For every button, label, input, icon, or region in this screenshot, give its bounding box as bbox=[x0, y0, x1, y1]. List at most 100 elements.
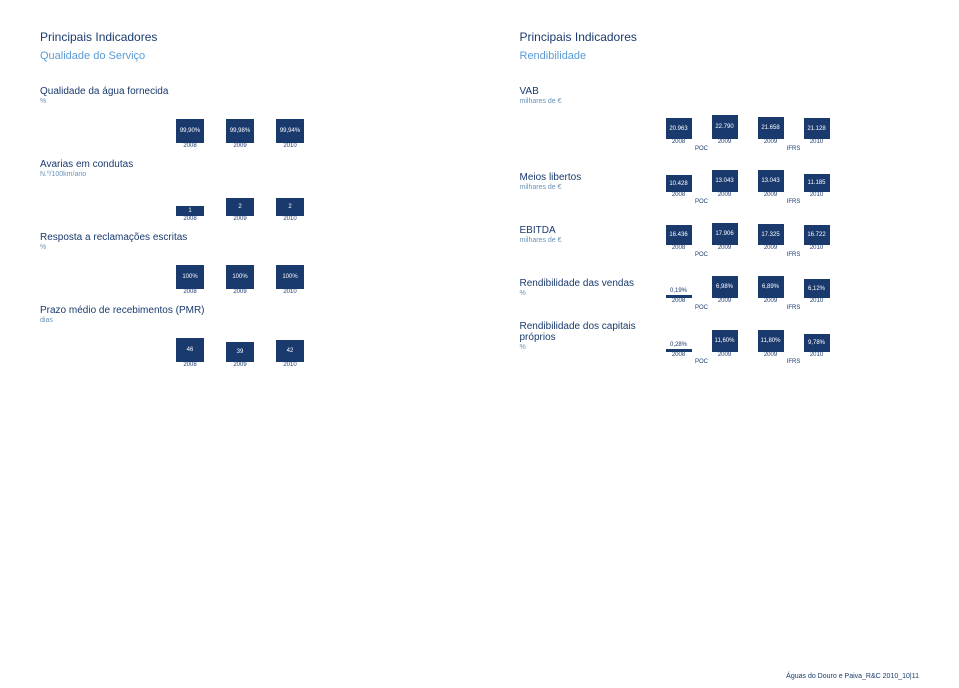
chart-unit: % bbox=[40, 244, 440, 251]
bars: 0,19% 6,98% 6,89% 6,12% bbox=[660, 268, 836, 298]
axis-year: 2009 bbox=[706, 139, 744, 145]
bar: 99,98% bbox=[226, 119, 254, 143]
bar: 22.790 bbox=[712, 115, 738, 139]
bar-col: 21.658 bbox=[752, 117, 790, 139]
axis-year: 2008 bbox=[660, 139, 698, 145]
axis: 200820092010 bbox=[170, 143, 440, 149]
axis: 2008200920092010 bbox=[660, 298, 836, 304]
axis-year: 2009 bbox=[752, 139, 790, 145]
bar-value: 46 bbox=[187, 347, 194, 353]
axis-method: POC bbox=[660, 305, 744, 311]
chart-label: EBITDA bbox=[520, 225, 660, 236]
left-title: Principais Indicadores bbox=[40, 30, 440, 44]
axis-year: 2008 bbox=[660, 298, 698, 304]
bar: 11.185 bbox=[804, 174, 830, 192]
chart-block: VABmilhares de €20.96322.79021.65821.128… bbox=[520, 86, 920, 152]
bar-col: 0,19% bbox=[660, 288, 698, 298]
axis-method: IFRS bbox=[752, 199, 836, 205]
bar: 13.043 bbox=[712, 170, 738, 192]
chart-unit: milhares de € bbox=[520, 98, 920, 105]
bars: 16.43617.90617.32516.722 bbox=[660, 215, 836, 245]
chart-avarias: Avarias em condutas N.º/100km/ano 122 20… bbox=[40, 159, 440, 222]
bar: 20.963 bbox=[666, 118, 692, 139]
bar: 17.325 bbox=[758, 224, 784, 245]
bar-value: 21.658 bbox=[761, 125, 779, 131]
bar: 6,12% bbox=[804, 279, 830, 298]
axis-year: 2010 bbox=[798, 192, 836, 198]
axis-method: POC bbox=[660, 252, 744, 258]
bar: 2 bbox=[276, 198, 304, 216]
bars-group: 0,19%6,98%6,89%6,12%2008200920092010POCI… bbox=[660, 268, 836, 311]
axis-year: 2009 bbox=[706, 192, 744, 198]
bar-value: 99,94% bbox=[280, 128, 300, 134]
bar-col: 11,80% bbox=[752, 330, 790, 352]
bar-value: 20.963 bbox=[669, 126, 687, 132]
bars-group: 20.96322.79021.65821.1282008200920092010… bbox=[660, 109, 836, 152]
axis-year: 2008 bbox=[660, 192, 698, 198]
axis-year: 2008 bbox=[170, 216, 210, 222]
bar: 100% bbox=[176, 265, 204, 289]
axis-year: 2008 bbox=[170, 362, 210, 368]
chart-label: Rendibilidade dos capitais próprios bbox=[520, 321, 660, 343]
chart-block: EBITDAmilhares de €16.43617.90617.32516.… bbox=[520, 215, 920, 258]
bar: 100% bbox=[276, 265, 304, 289]
axis: 200820092010 bbox=[170, 289, 440, 295]
bar-col: 100% bbox=[170, 265, 210, 289]
chart-qualidade-agua: Qualidade da água fornecida % 99,90%99,9… bbox=[40, 86, 440, 149]
chart-pmr: Prazo médio de recebimentos (PMR) dias 4… bbox=[40, 305, 440, 368]
bar-col: 6,98% bbox=[706, 276, 744, 298]
axis: 2008200920092010 bbox=[660, 245, 836, 251]
axis-method: POC bbox=[660, 359, 744, 365]
bars: 20.963 22.790 21.658 21.128 bbox=[660, 109, 836, 139]
axis-year: 2008 bbox=[170, 289, 210, 295]
axis-methods: POCIFRS bbox=[660, 146, 836, 152]
bar-value: 11,80% bbox=[761, 338, 781, 344]
bar-value: 99,90% bbox=[180, 128, 200, 134]
chart-label: Rendibilidade das vendas bbox=[520, 278, 660, 289]
bar-col: 6,12% bbox=[798, 279, 836, 298]
bar-value: 6,89% bbox=[762, 284, 779, 290]
bar-col: 17.906 bbox=[706, 223, 744, 245]
bar: 42 bbox=[276, 340, 304, 362]
axis: 200820092010 bbox=[170, 362, 440, 368]
bar-col: 22.790 bbox=[706, 115, 744, 139]
chart-row: EBITDAmilhares de €16.43617.90617.32516.… bbox=[520, 215, 920, 258]
right-subtitle: Rendibilidade bbox=[520, 50, 920, 62]
bar-value: 42 bbox=[287, 348, 294, 354]
bar: 2 bbox=[226, 198, 254, 216]
bar-col: 39 bbox=[220, 342, 260, 362]
bar-col: 6,89% bbox=[752, 276, 790, 298]
axis-method: IFRS bbox=[752, 252, 836, 258]
bar-value: 100% bbox=[182, 274, 197, 280]
axis: 2008200920092010 bbox=[660, 352, 836, 358]
bar-col: 99,94% bbox=[270, 119, 310, 143]
bar: 6,98% bbox=[712, 276, 738, 298]
chart-label-block: Rendibilidade das vendas% bbox=[520, 278, 660, 311]
chart-row: Rendibilidade das vendas%0,19% 6,98% 6,89%… bbox=[520, 268, 920, 311]
bar: 39 bbox=[226, 342, 254, 362]
bar: 11,80% bbox=[758, 330, 784, 352]
bar-col: 10.428 bbox=[660, 175, 698, 192]
bar-col: 16.722 bbox=[798, 225, 836, 245]
chart-row: Rendibilidade dos capitais próprios%0,28… bbox=[520, 321, 920, 365]
chart-row: Meios libertosmilhares de €10.42813.0431… bbox=[520, 162, 920, 205]
bar-value: 17.906 bbox=[715, 231, 733, 237]
axis-year: 2009 bbox=[706, 352, 744, 358]
right-column: Principais Indicadores Rendibilidade VAB… bbox=[520, 30, 920, 378]
bar-col: 20.963 bbox=[660, 118, 698, 139]
bar-col: 21.128 bbox=[798, 118, 836, 139]
axis-method: POC bbox=[660, 146, 744, 152]
axis-year: 2009 bbox=[220, 289, 260, 295]
bar-value: 22.790 bbox=[715, 124, 733, 130]
bar-value: 13.043 bbox=[715, 178, 733, 184]
bar-value: 1 bbox=[188, 208, 191, 214]
page: Principais Indicadores Qualidade do Serv… bbox=[0, 0, 959, 688]
bar-value: 6,98% bbox=[716, 284, 733, 290]
bar: 21.128 bbox=[804, 118, 830, 139]
chart-unit: N.º/100km/ano bbox=[40, 171, 440, 178]
bar-value: 9,78% bbox=[808, 340, 825, 346]
bars-group: 10.42813.04313.04311.1852008200920092010… bbox=[660, 162, 836, 205]
bar-col: 46 bbox=[170, 338, 210, 362]
axis-year: 2009 bbox=[220, 362, 260, 368]
axis: 200820092010 bbox=[170, 216, 440, 222]
